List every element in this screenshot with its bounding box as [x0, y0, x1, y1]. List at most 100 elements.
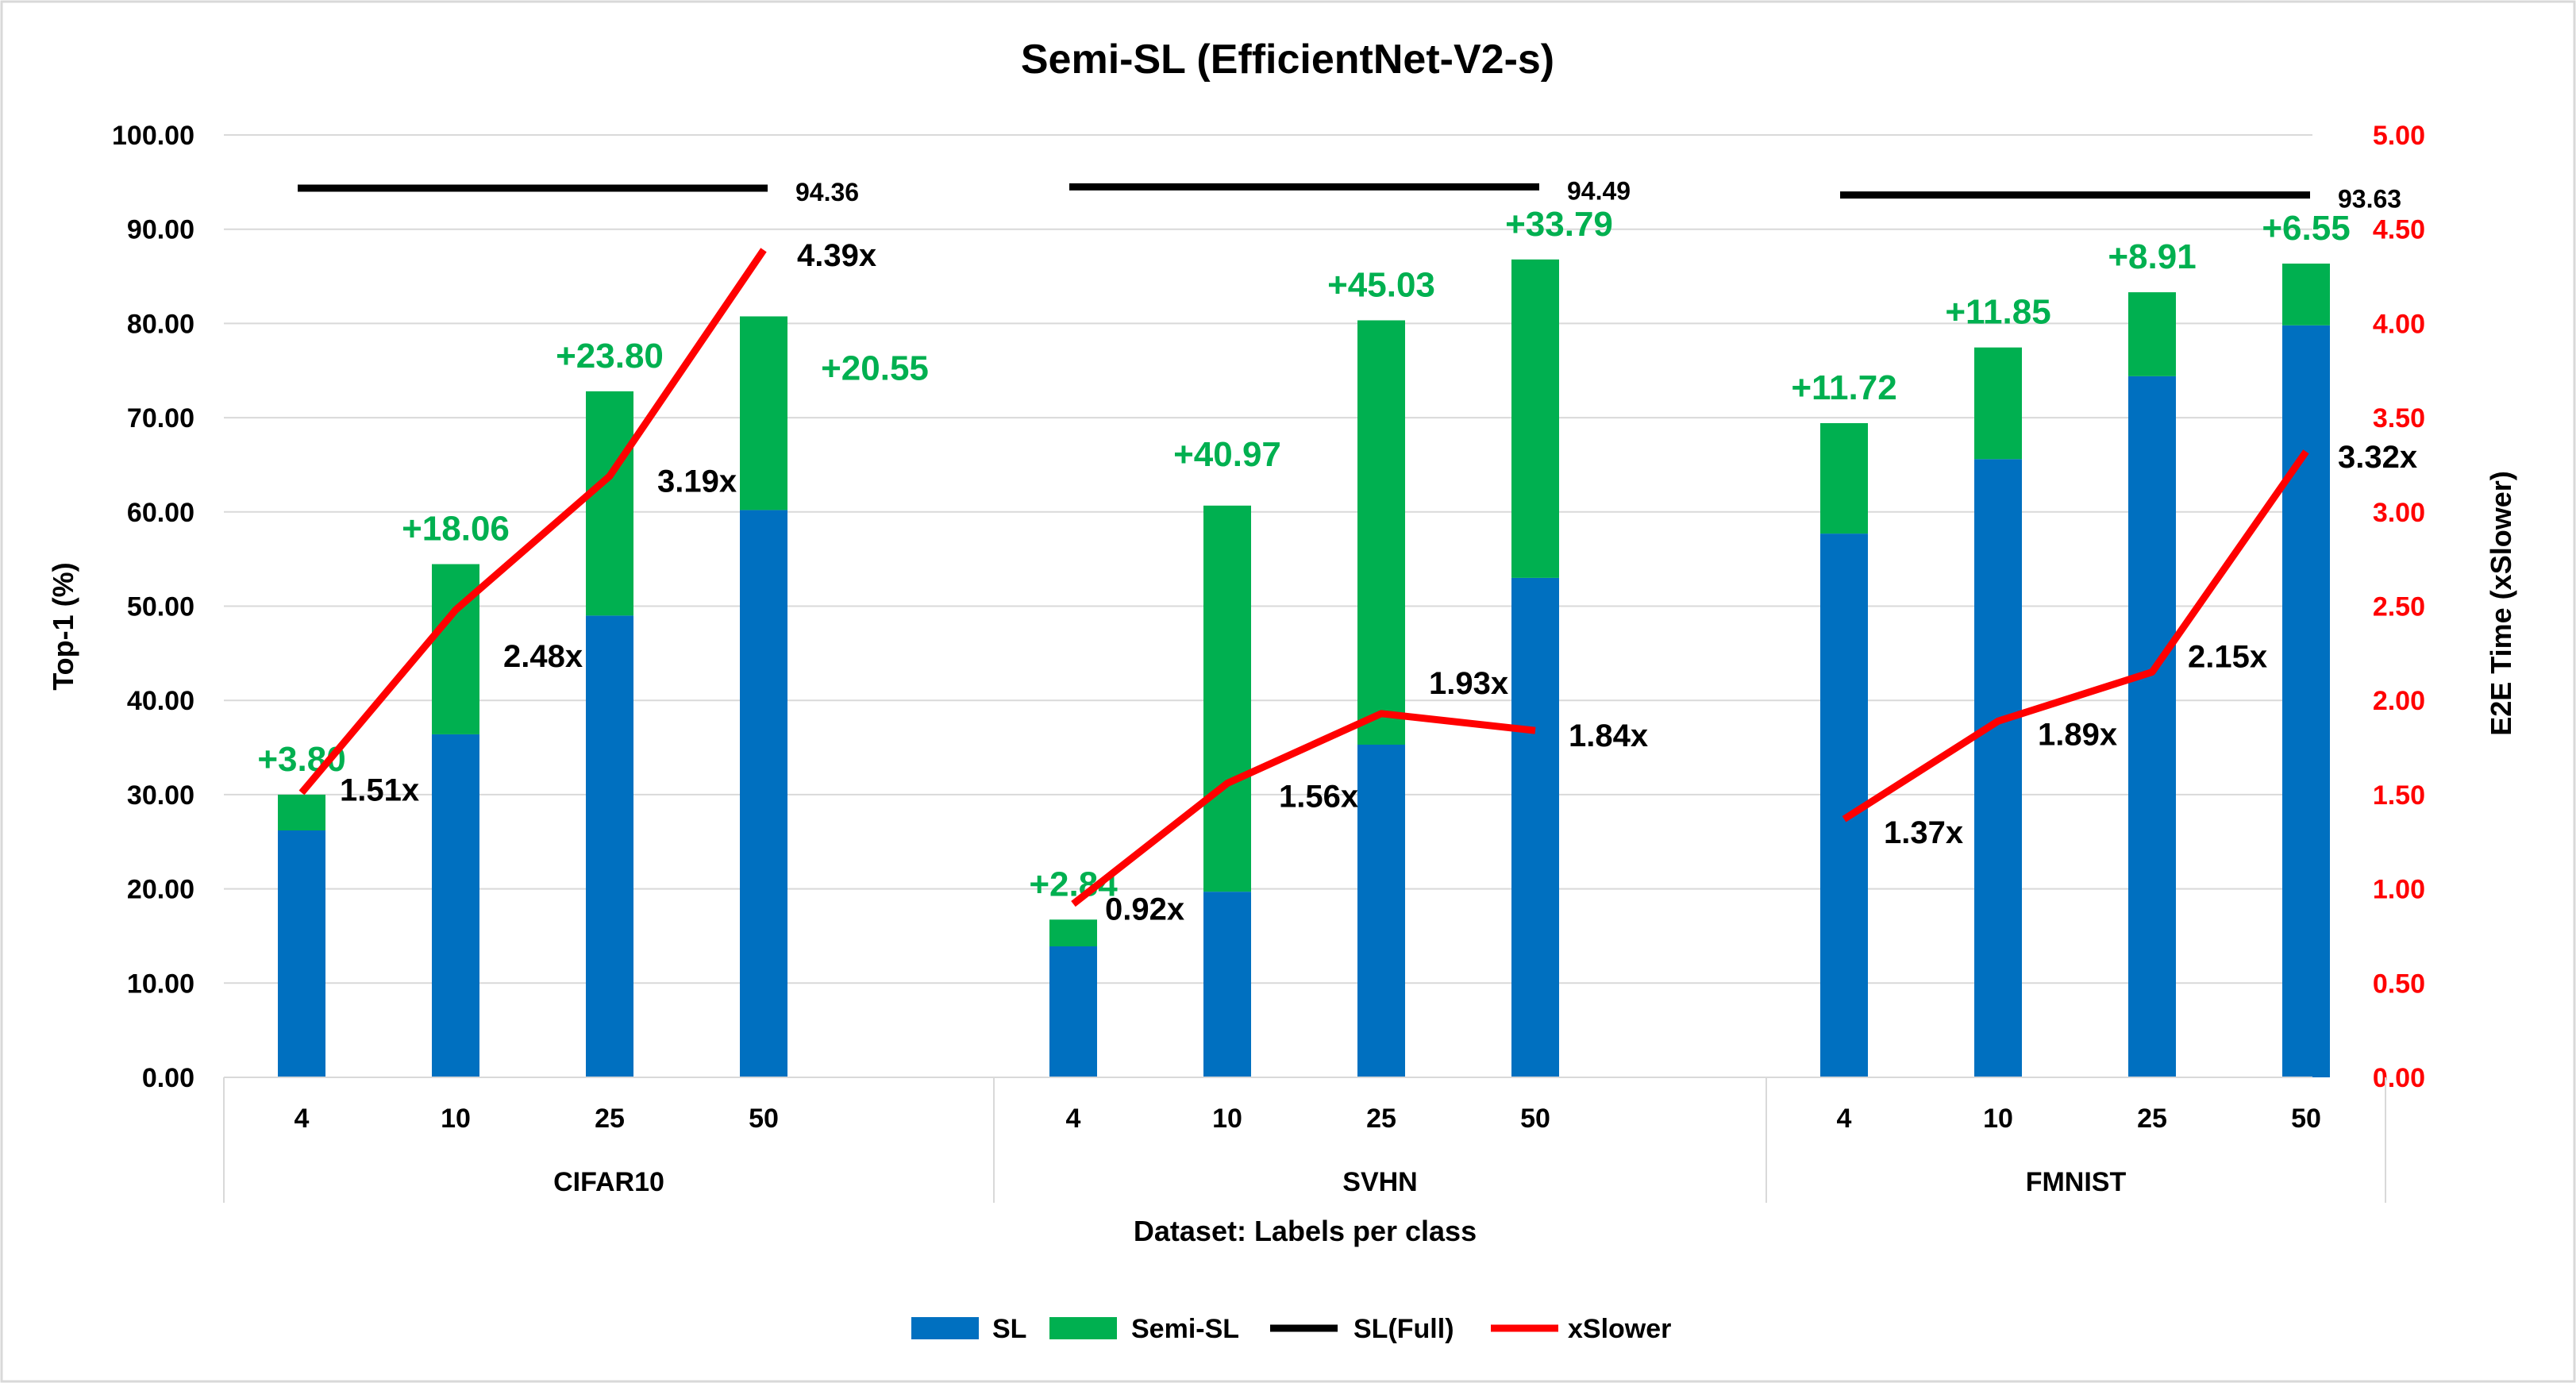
x-axis-title: Dataset: Labels per class — [1134, 1215, 1477, 1247]
xslower-line — [1071, 710, 1536, 907]
gain-label: +6.55 — [2262, 209, 2350, 248]
bar-sl — [1974, 459, 2022, 1077]
y2-tick-label: 5.00 — [2373, 121, 2425, 151]
y-tick-label: 70.00 — [127, 403, 194, 433]
y2-tick-label: 0.00 — [2373, 1063, 2425, 1093]
legend-label: SL — [992, 1314, 1026, 1344]
bar-layer: +3.80+18.06+23.80 +20.55+2.84+40.97+45.03… — [257, 205, 2351, 1077]
y2-axis-title: E2E Time (xSlower) — [2485, 471, 2517, 735]
legend: SL Semi-SL SL(Full) xSlower — [911, 1314, 1671, 1344]
gain-label: +8.91 — [2108, 237, 2196, 276]
x-tick-label: 25 — [2137, 1104, 2167, 1134]
bar-semi — [2282, 264, 2330, 326]
sl-full-label: 93.63 — [2338, 185, 2401, 214]
y-axis-title: Top-1 (%) — [47, 562, 79, 690]
gain-label: +11.85 — [1945, 293, 2050, 332]
xslower-label: 1.84x — [1569, 718, 1648, 753]
y-tick-label: 100.00 — [112, 121, 194, 151]
x-tick-label: 10 — [1983, 1104, 2013, 1134]
bar-semi — [1820, 422, 1868, 534]
bar-semi — [1357, 320, 1405, 745]
y2-tick-label: 4.50 — [2373, 215, 2425, 245]
legend-label: xSlower — [1568, 1314, 1671, 1344]
bar-sl — [1049, 946, 1097, 1077]
xslower-label: 3.19x — [657, 464, 737, 499]
legend-label: Semi-SL — [1131, 1314, 1239, 1344]
x-group-label: SVHN — [1342, 1167, 1417, 1197]
gain-label: +23.80 — [556, 337, 664, 376]
y-tick-label: 90.00 — [127, 215, 194, 245]
chart-title: Semi-SL (EfficientNet-V2-s) — [1021, 37, 1554, 83]
y-tick-label: 20.00 — [127, 875, 194, 905]
x-group-label: FMNIST — [2026, 1167, 2127, 1197]
gain-label: +20.55 — [821, 349, 929, 387]
bar-sl — [1357, 744, 1405, 1077]
y-axis-right: 0.00 0.50 1.00 1.50 2.00 2.50 3.00 3.50 4.00 4.50… — [2373, 121, 2425, 1093]
xslower-label: 1.37x — [1884, 815, 1963, 850]
sl-full-label: 94.49 — [1567, 176, 1631, 205]
bar-semi — [586, 391, 633, 616]
bar-semi — [1203, 505, 1251, 892]
bar-semi — [1511, 259, 1559, 578]
xslower-line — [1842, 449, 2309, 822]
x-tick-label: 10 — [1212, 1104, 1242, 1134]
bar-sl — [1511, 577, 1559, 1077]
bar-sl — [2128, 376, 2176, 1077]
legend-label: SL(Full) — [1353, 1314, 1454, 1344]
x-axis: 4 10 25 50 CIFAR10 4 10 25 50 SVHN 4 10 25 50 FMNIST — [223, 1077, 2386, 1203]
y-tick-label: 30.00 — [127, 780, 194, 811]
xslower-layer: 1.51x 2.48x 3.19x 4.39x 0.92x 1.56x 1.93x 1.84x… — [298, 238, 2417, 927]
xslower-label: 1.89x — [2038, 717, 2117, 752]
bar-semi — [740, 316, 787, 510]
xslower-label: 4.39x — [797, 238, 876, 273]
gain-label: +40.97 — [1173, 435, 1281, 474]
y2-tick-label: 1.00 — [2373, 875, 2425, 905]
xslower-label: 1.51x — [340, 773, 419, 808]
bar-sl — [586, 615, 633, 1077]
sl-full-label: 94.36 — [795, 178, 859, 206]
bar-semi — [432, 564, 479, 734]
xslower-label: 1.56x — [1279, 780, 1358, 815]
xslower-line — [298, 248, 767, 796]
y-tick-label: 0.00 — [142, 1063, 194, 1093]
y2-tick-label: 2.50 — [2373, 592, 2425, 622]
x-tick-label: 50 — [749, 1104, 779, 1134]
x-tick-label: 10 — [441, 1104, 471, 1134]
y2-tick-label: 1.50 — [2373, 780, 2425, 811]
x-tick-label: 25 — [1366, 1104, 1396, 1134]
legend-swatch — [1049, 1317, 1117, 1339]
bar-sl — [432, 734, 479, 1077]
y2-tick-label: 4.00 — [2373, 309, 2425, 339]
x-tick-label: 50 — [2291, 1104, 2321, 1134]
y-axis-left: 0.00 10.00 20.00 30.00 40.00 50.00 60.00 70.00 8… — [112, 121, 194, 1093]
y2-tick-label: 2.00 — [2373, 686, 2425, 716]
xslower-label: 3.32x — [2338, 440, 2417, 475]
y2-tick-label: 3.50 — [2373, 403, 2425, 433]
bar-sl — [740, 510, 787, 1077]
y2-tick-label: 0.50 — [2373, 969, 2425, 999]
bar-semi — [2128, 292, 2176, 376]
y-tick-label: 80.00 — [127, 309, 194, 339]
y2-tick-label: 3.00 — [2373, 498, 2425, 528]
bar-sl — [1203, 892, 1251, 1077]
xslower-label: 2.48x — [503, 639, 583, 674]
x-tick-label: 4 — [295, 1104, 310, 1134]
sl-full-layer: 94.36 94.49 93.63 — [298, 176, 2401, 214]
x-tick-label: 25 — [595, 1104, 625, 1134]
gain-label: +18.06 — [402, 510, 510, 549]
xslower-label: 0.92x — [1105, 892, 1184, 927]
x-group-label: CIFAR10 — [553, 1167, 664, 1197]
y-tick-label: 40.00 — [127, 686, 194, 716]
bar-semi — [1974, 347, 2022, 460]
x-tick-label: 50 — [1520, 1104, 1550, 1134]
y-tick-label: 60.00 — [127, 498, 194, 528]
xslower-label: 1.93x — [1429, 666, 1508, 701]
gain-label: +33.79 — [1505, 205, 1613, 244]
x-tick-label: 4 — [1837, 1104, 1852, 1134]
bar-sl — [278, 830, 325, 1077]
y-tick-label: 50.00 — [127, 592, 194, 622]
bar-sl — [2282, 325, 2330, 1077]
x-tick-label: 4 — [1066, 1104, 1081, 1134]
